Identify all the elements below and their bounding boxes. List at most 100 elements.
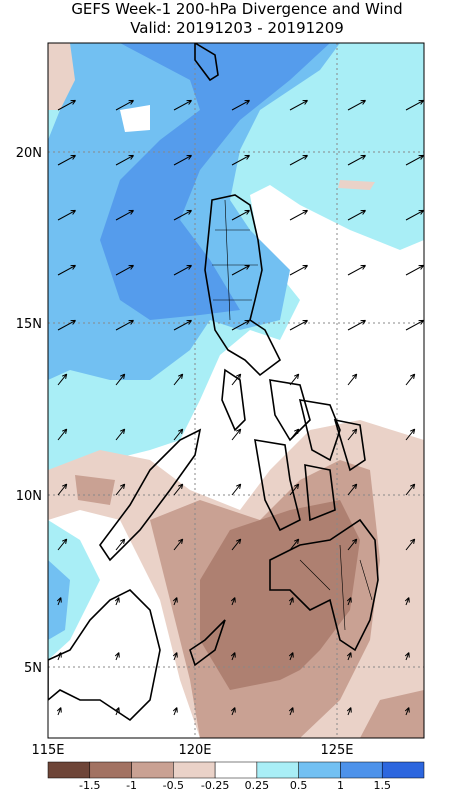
- wind-arrow: [288, 707, 294, 716]
- wind-arrow: [57, 373, 68, 386]
- wind-arrow: [289, 373, 300, 386]
- colorbar-swatch: [214, 761, 258, 779]
- colorbar-label: 0.5: [290, 779, 308, 791]
- valid-dates: Valid: 20191203 - 20191209: [130, 19, 344, 37]
- wind-arrow: [289, 209, 308, 221]
- wind-arrow: [115, 483, 126, 496]
- wind-arrow: [405, 209, 424, 221]
- wind-arrow: [231, 264, 250, 276]
- colorbar-label: 1: [337, 779, 344, 791]
- wind-arrow: [172, 597, 178, 606]
- colorbar-label: 1.5: [373, 779, 391, 791]
- wind-arrow: [347, 428, 358, 441]
- coastlines: [48, 43, 379, 722]
- colorbar: -1.5 -1 -0.5 -0.25 0.25 0.5 1 1.5: [47, 761, 425, 791]
- wind-arrow: [289, 319, 308, 331]
- wind-arrow: [231, 209, 250, 221]
- y-axis-label: 5N: [24, 661, 42, 676]
- wind-arrow: [115, 373, 126, 386]
- colorbar-swatch: [173, 761, 216, 779]
- graticule: [48, 43, 424, 738]
- wind-arrow: [231, 373, 242, 386]
- wind-arrow: [231, 319, 250, 331]
- wind-arrow: [57, 538, 68, 551]
- wind-arrow: [230, 652, 236, 661]
- wind-arrow: [115, 264, 134, 276]
- wind-arrow: [57, 99, 76, 111]
- wind-arrow: [346, 707, 352, 716]
- wind-arrow: [405, 483, 416, 496]
- wind-arrow: [230, 707, 236, 716]
- wind-arrow: [173, 483, 184, 496]
- colorbar-label: -0.5: [163, 779, 184, 791]
- wind-arrow: [173, 428, 184, 441]
- wind-arrow: [115, 538, 126, 551]
- wind-arrow: [289, 538, 300, 551]
- colorbar-swatch: [340, 761, 383, 779]
- wind-arrow: [289, 483, 300, 496]
- colorbar-label: 0.25: [245, 779, 270, 791]
- wind-arrow: [347, 264, 366, 276]
- wind-arrow: [57, 319, 76, 331]
- colorbar-label: -1: [126, 779, 137, 791]
- wind-vectors: [56, 99, 424, 716]
- wind-arrow: [347, 373, 358, 386]
- wind-arrow: [289, 99, 308, 111]
- wind-arrow: [231, 154, 250, 166]
- wind-arrow: [57, 209, 76, 221]
- wind-arrow: [56, 597, 62, 606]
- wind-arrow: [347, 538, 358, 551]
- colorbar-swatch: [47, 761, 91, 779]
- wind-arrow: [289, 154, 308, 166]
- wind-arrow: [115, 154, 134, 166]
- wind-arrow: [405, 99, 424, 111]
- wind-arrow: [173, 264, 192, 276]
- wind-arrow: [347, 99, 366, 111]
- wind-arrow: [231, 538, 242, 551]
- wind-arrow: [404, 597, 410, 606]
- wind-arrow: [115, 99, 134, 111]
- wind-arrow: [347, 154, 366, 166]
- colorbar-label: -1.5: [79, 779, 100, 791]
- colorbar-swatch: [256, 761, 299, 779]
- colorbar-label: -0.25: [201, 779, 229, 791]
- wind-arrow: [56, 652, 62, 661]
- y-axis-label: 10N: [16, 489, 42, 504]
- wind-arrow: [347, 483, 358, 496]
- wind-arrow: [114, 597, 120, 606]
- wind-arrow: [173, 538, 184, 551]
- map-area: [48, 43, 424, 738]
- wind-arrow: [114, 652, 120, 661]
- wind-arrow: [230, 597, 236, 606]
- map-frame: [47, 42, 425, 739]
- wind-arrow: [172, 707, 178, 716]
- wind-arrow: [405, 154, 424, 166]
- colorbar-swatch: [131, 761, 174, 779]
- wind-arrow: [173, 319, 192, 331]
- wind-arrow: [114, 707, 120, 716]
- wind-arrow: [57, 264, 76, 276]
- wind-arrow: [231, 483, 242, 496]
- wind-arrow: [289, 264, 308, 276]
- wind-arrow: [57, 428, 68, 441]
- wind-arrow: [347, 209, 366, 221]
- x-axis-label: 125E: [320, 743, 353, 758]
- wind-arrow: [173, 154, 192, 166]
- wind-arrow: [405, 264, 424, 276]
- colorbar-swatch: [298, 761, 341, 779]
- x-axis-label: 120E: [178, 743, 211, 758]
- wind-arrow: [405, 373, 416, 386]
- colorbar-swatch: [89, 761, 132, 779]
- x-axis-label: 115E: [31, 743, 64, 758]
- wind-arrow: [289, 428, 300, 441]
- wind-arrow: [405, 538, 416, 551]
- wind-arrow: [231, 99, 250, 111]
- wind-arrow: [288, 597, 294, 606]
- wind-arrow: [56, 707, 62, 716]
- wind-arrow: [346, 652, 352, 661]
- wind-arrow: [346, 597, 352, 606]
- axis-labels: 115E 120E 125E 20N 15N 10N 5N: [16, 146, 354, 758]
- wind-arrow: [404, 707, 410, 716]
- wind-arrow: [57, 154, 76, 166]
